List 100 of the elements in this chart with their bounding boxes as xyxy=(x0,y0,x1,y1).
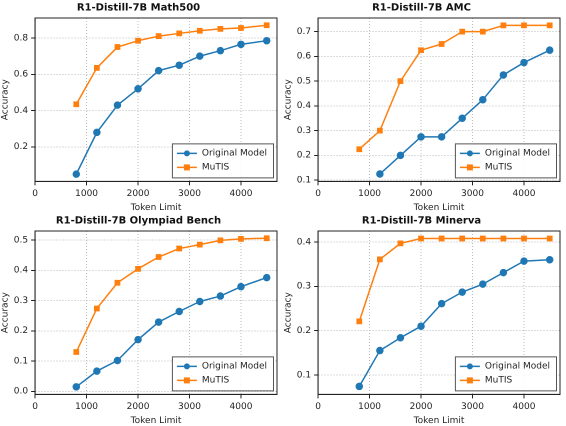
point xyxy=(500,268,508,276)
point xyxy=(154,318,162,326)
point xyxy=(218,238,224,244)
y-tick-label: 0.6 xyxy=(14,70,28,80)
y-axis-title: Accuracy xyxy=(284,78,294,120)
point xyxy=(438,300,446,308)
x-axis-title: Token Limit xyxy=(412,416,465,426)
y-tick-label: 0.4 xyxy=(14,106,28,116)
x-tick-label: 2000 xyxy=(126,189,150,200)
legend-label: Original Model xyxy=(202,148,268,159)
point xyxy=(262,274,270,282)
x-tick-label: 3000 xyxy=(178,189,202,200)
point xyxy=(500,71,508,79)
chart-title: R1-Distill-7B Olympiad Bench xyxy=(56,216,222,227)
point xyxy=(438,133,446,141)
point xyxy=(521,22,527,28)
y-tick-label: 0.3 xyxy=(14,296,28,306)
point xyxy=(114,280,120,286)
x-axis-title: Token Limit xyxy=(130,202,182,213)
y-tick-label: 0.5 xyxy=(296,76,312,86)
legend-label: MuTIS xyxy=(202,162,230,173)
point xyxy=(73,101,80,108)
point xyxy=(377,256,383,262)
x-tick-label: 1000 xyxy=(358,189,382,200)
point xyxy=(135,266,141,272)
x-tick-label: 2000 xyxy=(410,189,433,200)
point xyxy=(134,85,142,93)
y-tick-label: 0.4 xyxy=(14,266,28,276)
x-tick-label: 4000 xyxy=(230,189,253,200)
y-axis-title: Accuracy xyxy=(284,291,294,334)
y-tick-label: 0.4 xyxy=(296,237,312,248)
point xyxy=(196,52,204,60)
point xyxy=(479,96,487,104)
point xyxy=(459,236,466,242)
y-tick-label: 0.3 xyxy=(296,282,312,292)
x-tick-label: 4000 xyxy=(230,402,253,412)
point xyxy=(237,282,245,290)
point xyxy=(156,254,162,260)
point xyxy=(356,318,362,324)
x-tick-label: 0 xyxy=(315,189,322,200)
point xyxy=(459,28,466,34)
point xyxy=(94,306,100,312)
point xyxy=(238,25,244,31)
point xyxy=(520,257,528,265)
legend-label: MuTIS xyxy=(484,376,513,386)
point xyxy=(418,47,424,54)
point xyxy=(114,101,122,109)
x-tick-label: 1000 xyxy=(75,402,98,412)
y-tick-label: 0.1 xyxy=(296,176,312,186)
point xyxy=(237,40,245,48)
point xyxy=(154,66,162,74)
point xyxy=(438,41,444,47)
y-tick-label: 0.5 xyxy=(14,235,28,246)
x-tick-label: 0 xyxy=(32,402,38,412)
point xyxy=(216,292,224,300)
point xyxy=(134,336,142,344)
chart-title: R1-Distill-7B AMC xyxy=(372,2,471,14)
point xyxy=(114,44,120,50)
legend-label: Original Model xyxy=(484,362,550,372)
y-tick-label: 0.3 xyxy=(296,126,312,136)
point xyxy=(396,334,404,342)
chart-title: R1-Distill-7B Minerva xyxy=(362,216,482,227)
point xyxy=(417,133,425,141)
point xyxy=(500,22,506,28)
point xyxy=(546,256,554,264)
point xyxy=(196,242,203,248)
chart-title: R1-Distill-7B Math500 xyxy=(76,2,200,14)
point xyxy=(480,236,486,242)
y-tick-label: 0.7 xyxy=(296,26,312,37)
x-tick-label: 4000 xyxy=(512,189,536,200)
point xyxy=(238,236,244,242)
point xyxy=(417,322,425,330)
x-tick-label: 1000 xyxy=(75,189,98,200)
x-tick-label: 4000 xyxy=(512,402,536,412)
legend-label: Original Model xyxy=(202,362,268,372)
point xyxy=(264,235,270,242)
point xyxy=(176,30,182,36)
point xyxy=(398,78,404,84)
point xyxy=(196,298,204,306)
y-tick-label: 0.4 xyxy=(296,101,312,112)
point xyxy=(458,114,466,122)
point xyxy=(418,236,424,242)
point xyxy=(72,383,80,391)
point xyxy=(135,38,141,44)
y-tick-label: 0.2 xyxy=(14,326,28,336)
legend-label: Original Model xyxy=(484,148,550,159)
point xyxy=(156,33,162,40)
point xyxy=(377,128,383,134)
y-tick-label: 0.6 xyxy=(296,52,312,62)
point xyxy=(176,246,182,252)
point xyxy=(500,236,506,242)
point xyxy=(520,58,528,66)
x-tick-label: 0 xyxy=(315,402,322,412)
y-tick-label: 0.2 xyxy=(296,326,312,336)
point xyxy=(114,356,122,364)
x-tick-label: 3000 xyxy=(178,402,202,412)
point xyxy=(396,152,404,160)
x-axis-title: Token Limit xyxy=(130,416,182,426)
point xyxy=(94,65,100,71)
point xyxy=(356,146,362,152)
